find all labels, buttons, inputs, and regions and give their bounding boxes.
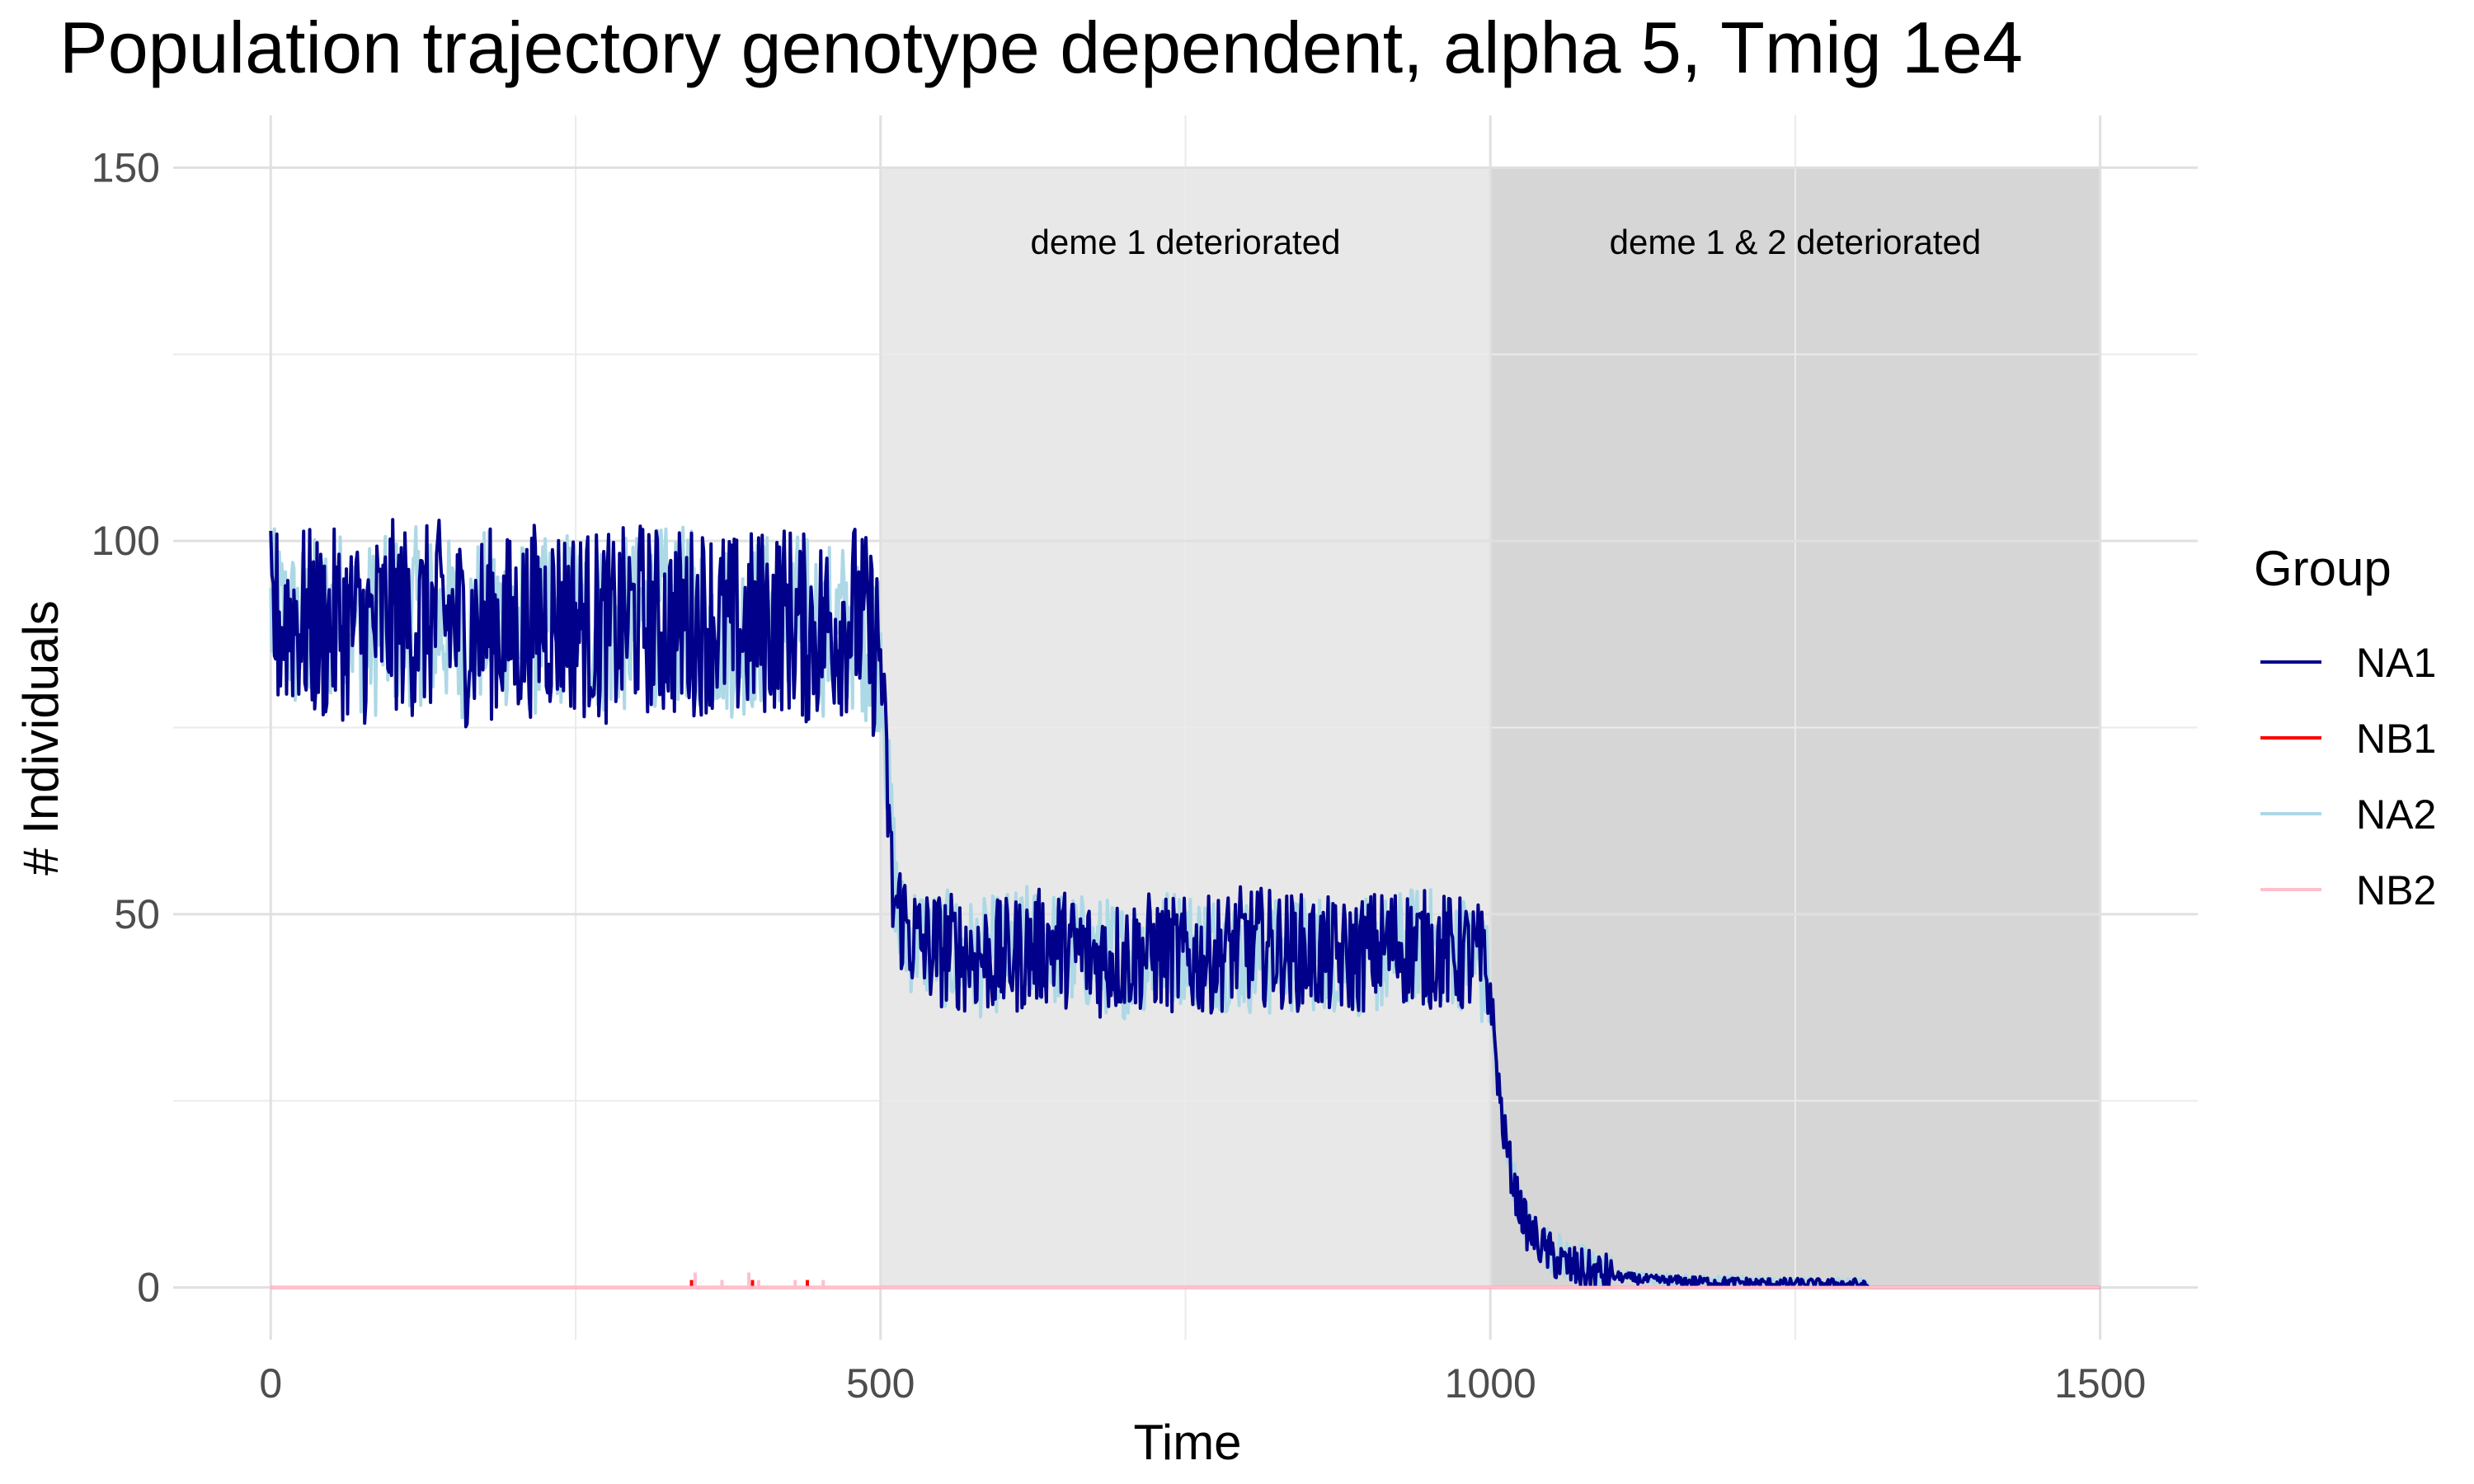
y-axis-label: # Individuals: [13, 600, 68, 876]
x-tick-label: 0: [259, 1360, 282, 1407]
y-tick-labels: 0 50 100 150: [92, 144, 160, 1310]
y-tick-label: 100: [92, 518, 160, 564]
legend-title: Group: [2254, 541, 2392, 596]
y-tick-label: 150: [92, 144, 160, 190]
x-tick-labels: 0 500 1000 1500: [259, 1360, 2146, 1407]
y-tick-label: 0: [137, 1265, 160, 1311]
legend-label-na2: NA2: [2356, 791, 2436, 838]
legend-label-nb1: NB1: [2356, 716, 2436, 762]
chart-title: Population trajectory genotype dependent…: [59, 7, 2023, 88]
legend: Group NA1 NB1 NA2 NB2: [2254, 541, 2436, 913]
series-line-na1: [269, 518, 2101, 1289]
x-axis-label: Time: [1133, 1415, 1241, 1470]
region-label-2: deme 1 & 2 deteriorated: [1610, 223, 1982, 261]
region-label-1: deme 1 deteriorated: [1031, 223, 1341, 261]
y-tick-label: 50: [114, 891, 160, 937]
x-tick-label: 1000: [1445, 1360, 1536, 1407]
legend-label-na1: NA1: [2356, 640, 2436, 686]
x-tick-label: 1500: [2054, 1360, 2146, 1407]
region-labels: deme 1 deteriorated deme 1 & 2 deteriorat…: [1031, 223, 1982, 261]
x-tick-label: 500: [846, 1360, 915, 1407]
minor-gridlines: [173, 115, 2198, 1340]
series-lines: [269, 518, 2101, 1289]
legend-label-nb2: NB2: [2356, 867, 2436, 913]
